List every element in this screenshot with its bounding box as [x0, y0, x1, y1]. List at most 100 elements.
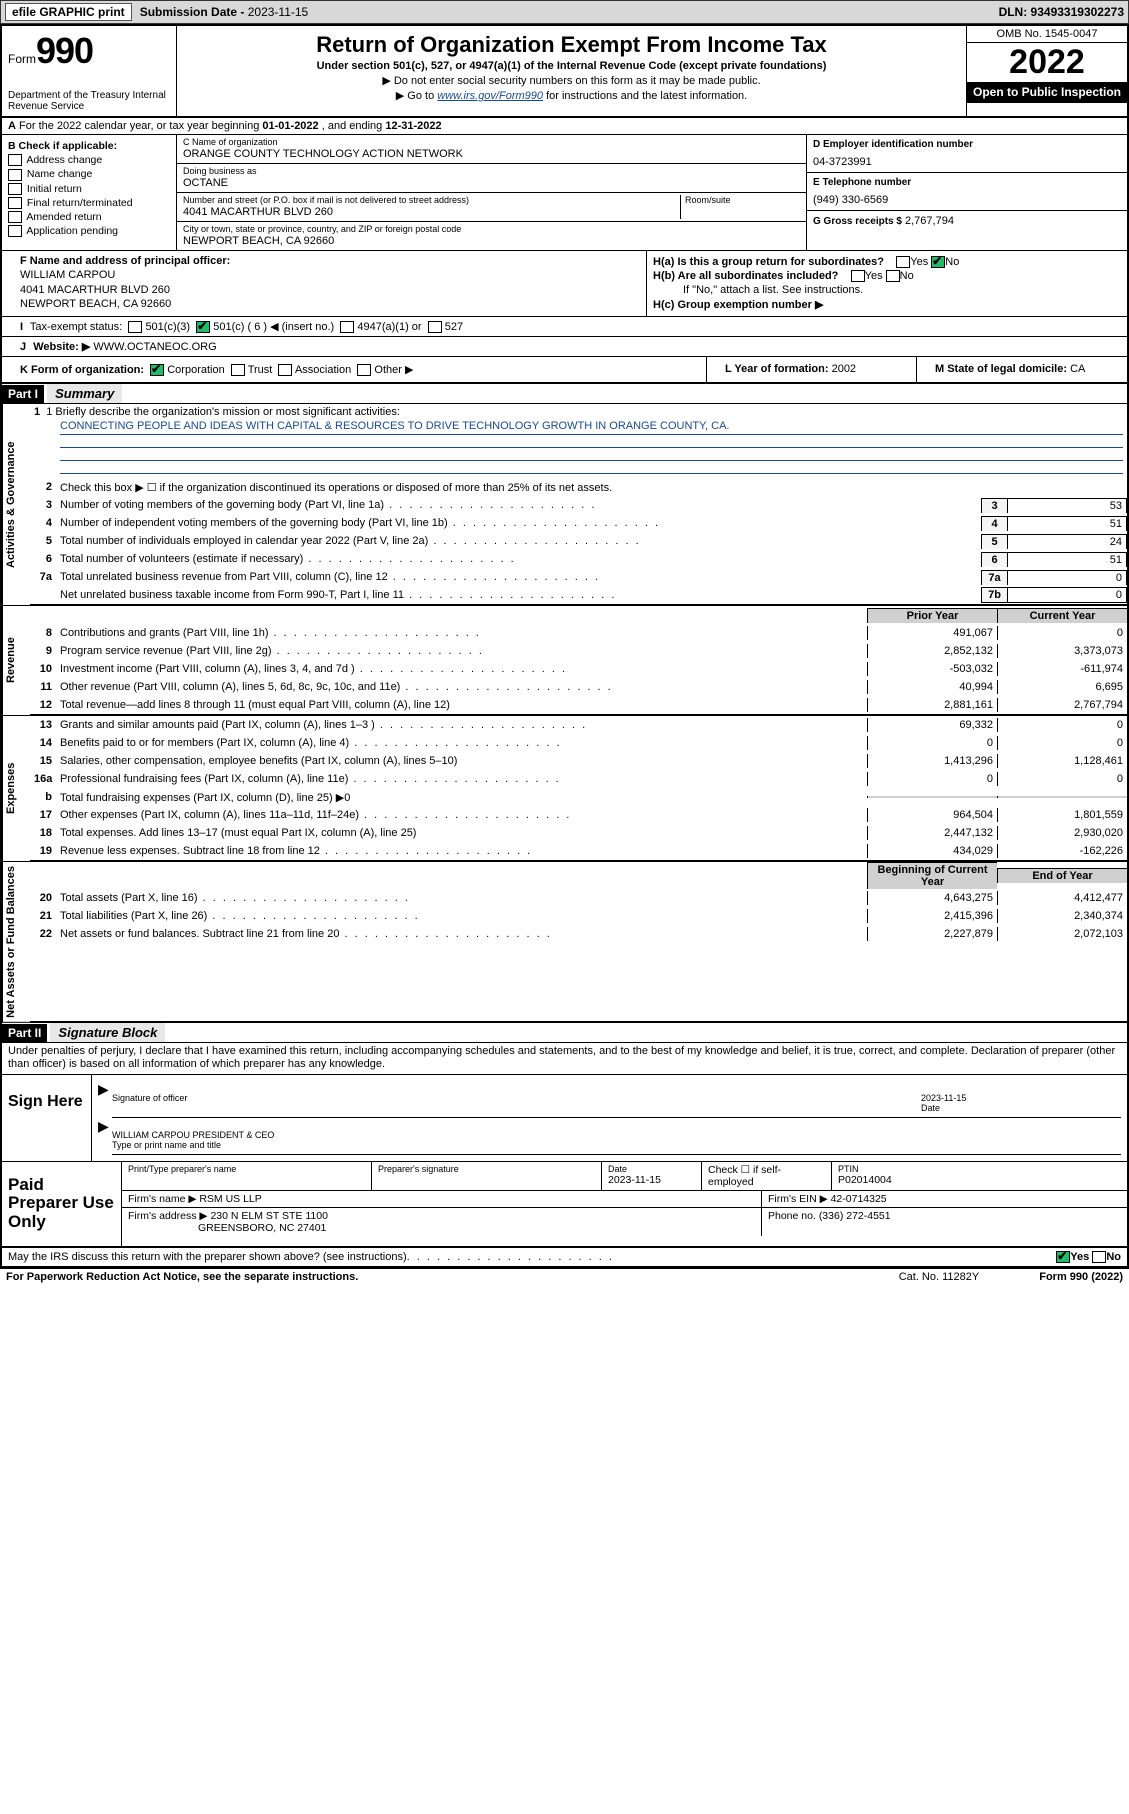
line-21: Total liabilities (Part X, line 26)	[56, 909, 867, 923]
line-8: Contributions and grants (Part VIII, lin…	[56, 626, 867, 640]
col-f-principal-officer: F Name and address of principal officer:…	[2, 251, 647, 316]
hdr-current-year: Current Year	[997, 608, 1127, 623]
row-l-year-formation: L Year of formation: 2002	[707, 357, 917, 382]
arrow-icon: ▶	[98, 1118, 112, 1155]
firm-address: 230 N ELM ST STE 1100	[210, 1210, 328, 1222]
line-4: Number of independent voting members of …	[56, 516, 981, 530]
row-j-website: J Website: ▶ WWW.OCTANEOC.ORG	[2, 337, 1127, 357]
checkbox-527[interactable]	[428, 321, 442, 333]
checkbox-amended-return[interactable]	[8, 211, 22, 223]
signature-date: 2023-11-15Date	[921, 1081, 1121, 1118]
row-m-state-domicile: M State of legal domicile: CA	[917, 357, 1127, 382]
line-16b: Total fundraising expenses (Part IX, col…	[56, 790, 867, 805]
hdr-prior-year: Prior Year	[867, 608, 997, 623]
form-number: 990	[36, 30, 93, 71]
city-state-zip: NEWPORT BEACH, CA 92660	[183, 235, 800, 248]
top-bar: efile GRAPHIC print Submission Date - 20…	[0, 0, 1129, 24]
line-12: Total revenue—add lines 8 through 11 (mu…	[56, 698, 867, 712]
dept-label: Department of the Treasury Internal Reve…	[8, 90, 170, 112]
form-word: Form	[8, 52, 36, 66]
signature-declaration: Under penalties of perjury, I declare th…	[2, 1043, 1127, 1074]
checkbox-discuss-yes[interactable]	[1056, 1251, 1070, 1263]
line-7a: Total unrelated business revenue from Pa…	[56, 570, 981, 584]
dln-label: DLN: 93493319302273	[999, 5, 1124, 19]
officer-name-title: WILLIAM CARPOU PRESIDENT & CEOType or pr…	[112, 1118, 1121, 1155]
line-22: Net assets or fund balances. Subtract li…	[56, 927, 867, 941]
line-20: Total assets (Part X, line 16)	[56, 891, 867, 905]
website-value: WWW.OCTANEOC.ORG	[93, 341, 216, 353]
line-13: Grants and similar amounts paid (Part IX…	[56, 718, 867, 732]
self-employed-checkbox[interactable]: Check ☐ if self-employed	[702, 1162, 832, 1190]
street-address: 4041 MACARTHUR BLVD 260	[183, 206, 680, 219]
signature-of-officer-field[interactable]: Signature of officer	[112, 1081, 921, 1118]
checkbox-initial-return[interactable]	[8, 183, 22, 195]
irs-link[interactable]: www.irs.gov/Form990	[437, 90, 543, 102]
mission-label: 1 Briefly describe the organization's mi…	[46, 406, 400, 418]
form-subtitle: Under section 501(c), 527, or 4947(a)(1)…	[183, 60, 960, 72]
checkbox-corporation[interactable]	[150, 364, 164, 376]
vert-label-net-assets: Net Assets or Fund Balances	[2, 862, 30, 1023]
checkbox-address-change[interactable]	[8, 154, 22, 166]
col-h-group: H(a) Is this a group return for subordin…	[647, 251, 1127, 316]
paid-preparer-label: Paid Preparer Use Only	[2, 1162, 122, 1246]
checkbox-other[interactable]	[357, 364, 371, 376]
ein-value: 04-3723991	[813, 156, 1121, 168]
firm-name: RSM US LLP	[199, 1193, 261, 1205]
irs-discuss-row: May the IRS discuss this return with the…	[2, 1248, 1127, 1267]
line-11: Other revenue (Part VIII, column (A), li…	[56, 680, 867, 694]
line-7b: Net unrelated business taxable income fr…	[56, 588, 981, 602]
checkbox-final-return[interactable]	[8, 197, 22, 209]
line-19: Revenue less expenses. Subtract line 18 …	[56, 844, 867, 858]
dba-name: OCTANE	[183, 177, 800, 190]
omb-number: OMB No. 1545-0047	[967, 26, 1127, 43]
sign-here-label: Sign Here	[2, 1075, 92, 1161]
checkbox-501c[interactable]	[196, 321, 210, 333]
checkbox-4947[interactable]	[340, 321, 354, 333]
open-to-public-badge: Open to Public Inspection	[967, 82, 1127, 103]
part-i-tag: Part I	[2, 385, 44, 403]
line-18: Total expenses. Add lines 13–17 (must eq…	[56, 826, 867, 840]
part-ii-tag: Part II	[2, 1024, 47, 1042]
line-10: Investment income (Part VIII, column (A)…	[56, 662, 867, 676]
checkbox-association[interactable]	[278, 364, 292, 376]
firm-ein: 42-0714325	[831, 1193, 887, 1205]
vert-label-expenses: Expenses	[2, 716, 30, 862]
mission-text: CONNECTING PEOPLE AND IDEAS WITH CAPITAL…	[60, 420, 1123, 435]
checkbox-discuss-no[interactable]	[1092, 1251, 1106, 1263]
part-ii-title: Signature Block	[50, 1023, 165, 1042]
line-3: Number of voting members of the governin…	[56, 498, 981, 512]
arrow-icon: ▶	[98, 1081, 112, 1118]
tax-year: 2022	[967, 43, 1127, 82]
line-15: Salaries, other compensation, employee b…	[56, 754, 867, 768]
col-c-org-info: C Name of organization ORANGE COUNTY TEC…	[177, 135, 807, 250]
line-14: Benefits paid to or for members (Part IX…	[56, 736, 867, 750]
checkbox-trust[interactable]	[231, 364, 245, 376]
line-9: Program service revenue (Part VIII, line…	[56, 644, 867, 658]
part-i-title: Summary	[47, 384, 122, 403]
checkbox-hb-no[interactable]	[886, 270, 900, 282]
checkbox-501c3[interactable]	[128, 321, 142, 333]
hdr-beginning-year: Beginning of Current Year	[867, 862, 997, 889]
checkbox-ha-yes[interactable]	[896, 256, 910, 268]
form-title: Return of Organization Exempt From Incom…	[183, 32, 960, 58]
line-16a: Professional fundraising fees (Part IX, …	[56, 772, 867, 786]
line-17: Other expenses (Part IX, column (A), lin…	[56, 808, 867, 822]
checkbox-application-pending[interactable]	[8, 225, 22, 237]
page-footer: For Paperwork Reduction Act Notice, see …	[0, 1269, 1129, 1285]
vert-label-governance: Activities & Governance	[2, 404, 30, 606]
col-b-checkboxes: B Check if applicable: Address change Na…	[2, 135, 177, 250]
line-5: Total number of individuals employed in …	[56, 534, 981, 548]
row-k-form-of-org: K Form of organization: Corporation Trus…	[2, 357, 707, 382]
efile-print-button[interactable]: efile GRAPHIC print	[5, 3, 132, 21]
checkbox-ha-no[interactable]	[931, 256, 945, 268]
telephone-value: (949) 330-6569	[813, 194, 1121, 206]
preparer-date: 2023-11-15	[608, 1174, 661, 1186]
gross-receipts-value: 2,767,794	[905, 215, 954, 227]
col-d-right: D Employer identification number 04-3723…	[807, 135, 1127, 250]
submission-date-label: Submission Date - 2023-11-15	[140, 5, 309, 19]
vert-label-revenue: Revenue	[2, 606, 30, 716]
checkbox-hb-yes[interactable]	[851, 270, 865, 282]
line-6: Total number of volunteers (estimate if …	[56, 552, 981, 566]
row-a-tax-year: A For the 2022 calendar year, or tax yea…	[2, 118, 1127, 135]
checkbox-name-change[interactable]	[8, 169, 22, 181]
